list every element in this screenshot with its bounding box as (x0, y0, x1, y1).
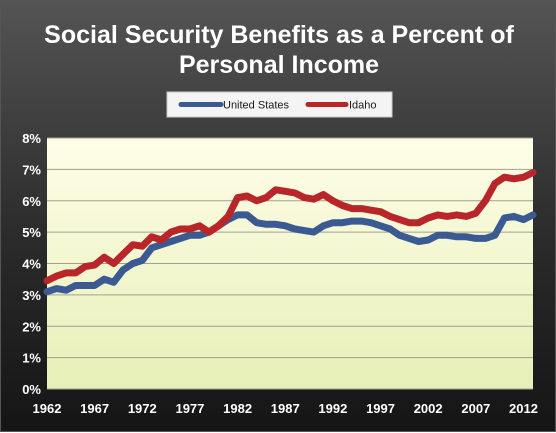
y-tick-label: 0% (22, 382, 41, 397)
chart-title-line-2: Personal Income (179, 51, 379, 79)
x-tick-label: 2007 (461, 401, 490, 416)
x-tick-label: 1997 (366, 401, 395, 416)
y-tick-label: 2% (22, 319, 41, 334)
y-tick-label: 7% (22, 162, 41, 177)
x-tick-label: 1992 (318, 401, 347, 416)
x-tick-label: 1987 (271, 401, 300, 416)
y-tick-label: 4% (22, 257, 41, 272)
x-tick-label: 1982 (223, 401, 252, 416)
x-tick-label: 1967 (80, 401, 109, 416)
y-tick-label: 6% (22, 194, 41, 209)
y-tick-label: 8% (22, 131, 41, 146)
series-line-idaho (43, 169, 537, 285)
x-tick-label: 1962 (33, 401, 62, 416)
legend: United States Idaho (166, 91, 393, 118)
x-tick-label: 1972 (128, 401, 157, 416)
x-tick-label: 2012 (509, 401, 538, 416)
chart-title-line-1: Social Security Benefits as a Percent of (44, 21, 514, 49)
legend-label-united-states: United States (223, 100, 290, 112)
y-tick-label: 1% (22, 351, 41, 366)
y-tick-label: 3% (22, 288, 41, 303)
legend-label-idaho: Idaho (349, 100, 377, 112)
chart-title: Social Security Benefits as a Percent of… (44, 21, 514, 79)
series-lines (43, 169, 537, 296)
x-axis-ticks: 1962 1967 1972 1977 1982 1987 1992 1997 2002 2007… (33, 401, 538, 416)
y-axis-ticks: 0% 1% 2% 3% 4% 5% 6% 7% 8% (22, 131, 41, 397)
y-tick-label: 5% (22, 225, 41, 240)
x-tick-label: 1977 (175, 401, 204, 416)
series-line-united-states (43, 211, 537, 296)
x-tick-label: 2002 (414, 401, 443, 416)
